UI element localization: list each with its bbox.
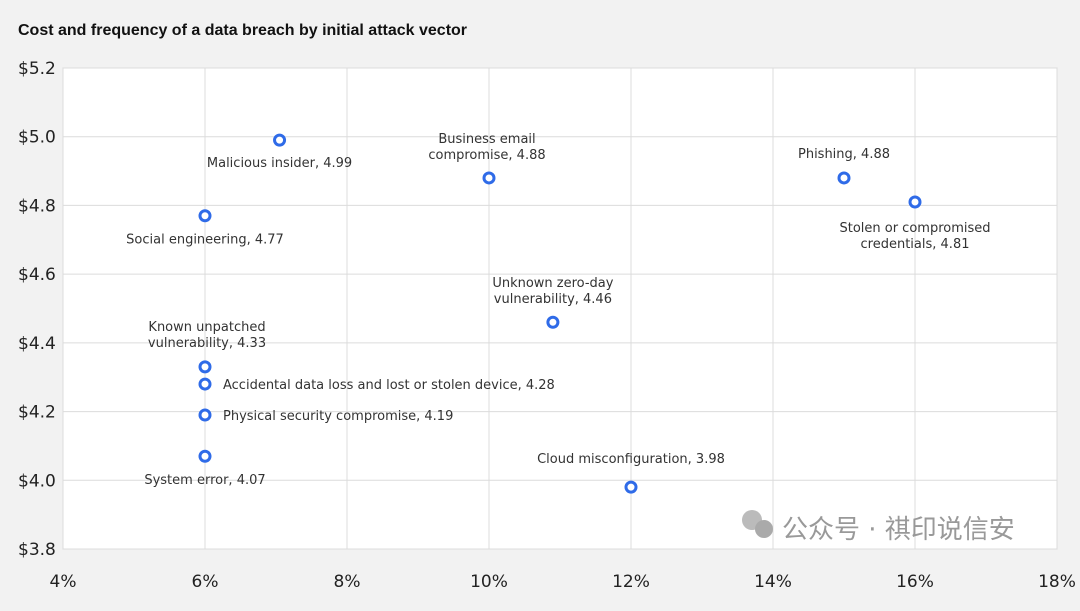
y-tick-label: $3.8 — [18, 540, 56, 560]
data-point — [908, 195, 922, 209]
x-tick-label: 12% — [612, 572, 650, 592]
data-label: Known unpatched — [148, 320, 265, 335]
y-tick-label: $4.0 — [18, 471, 56, 491]
x-tick-label: 16% — [896, 572, 934, 592]
data-point — [198, 449, 212, 463]
data-label: vulnerability, 4.46 — [494, 292, 612, 307]
y-tick-label: $4.4 — [18, 334, 56, 354]
x-tick-label: 18% — [1038, 572, 1076, 592]
wechat-logo-icon — [755, 520, 773, 538]
y-tick-label: $4.8 — [18, 196, 56, 216]
data-label: credentials, 4.81 — [861, 237, 970, 252]
data-label: compromise, 4.88 — [428, 148, 545, 163]
data-point — [198, 408, 212, 422]
data-label: Phishing, 4.88 — [798, 147, 890, 162]
data-point — [198, 377, 212, 391]
x-tick-label: 6% — [192, 572, 219, 592]
x-tick-label: 4% — [50, 572, 77, 592]
data-point — [273, 133, 287, 147]
data-label: Business email — [438, 132, 535, 147]
plot-area — [62, 67, 1058, 550]
data-point — [546, 315, 560, 329]
data-label: Cloud misconfiguration, 3.98 — [537, 452, 725, 467]
data-label: Malicious insider, 4.99 — [207, 156, 352, 171]
data-point — [198, 360, 212, 374]
data-point — [624, 480, 638, 494]
watermark: 公众号 · 祺印说信安 — [782, 515, 1015, 545]
x-tick-label: 8% — [334, 572, 361, 592]
data-point — [482, 171, 496, 185]
x-tick-label: 10% — [470, 572, 508, 592]
y-tick-label: $5.2 — [18, 59, 56, 79]
y-tick-label: $4.2 — [18, 403, 56, 423]
y-tick-label: $5.0 — [18, 128, 56, 148]
data-label: Stolen or compromised — [839, 221, 990, 236]
data-label: Physical security compromise, 4.19 — [223, 409, 453, 424]
data-label: Accidental data loss and lost or stolen … — [223, 378, 555, 393]
data-label: System error, 4.07 — [144, 473, 265, 488]
chart-title: Cost and frequency of a data breach by i… — [18, 22, 468, 39]
x-tick-label: 14% — [754, 572, 792, 592]
data-point — [837, 171, 851, 185]
y-tick-label: $4.6 — [18, 265, 56, 285]
data-label: vulnerability, 4.33 — [148, 336, 266, 351]
data-label: Social engineering, 4.77 — [126, 233, 284, 248]
data-label: Unknown zero-day — [492, 276, 613, 291]
data-point — [198, 209, 212, 223]
